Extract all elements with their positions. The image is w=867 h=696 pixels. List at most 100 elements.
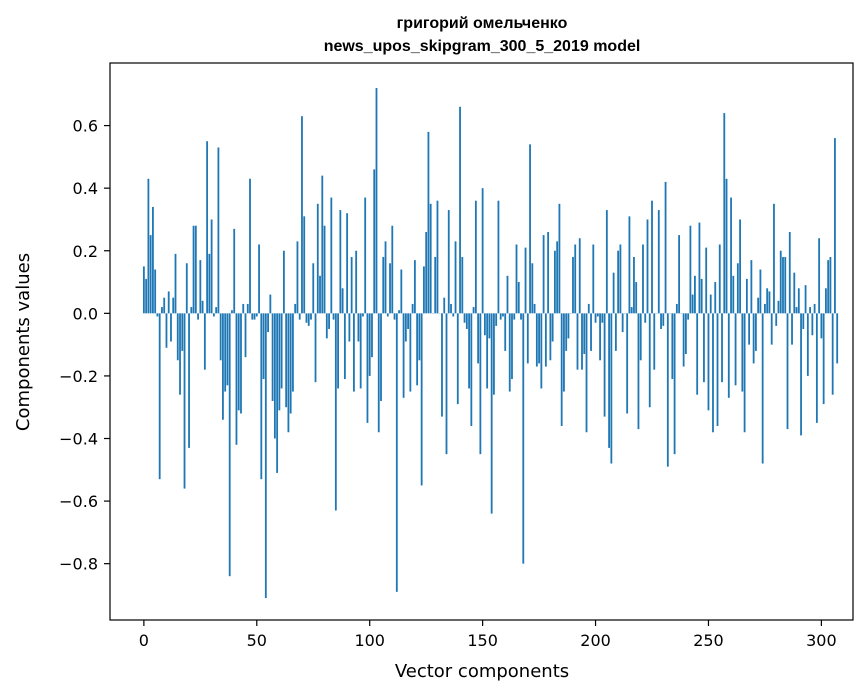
bar-247 bbox=[700, 278, 703, 314]
bar-187 bbox=[565, 313, 568, 351]
bar-168 bbox=[522, 313, 525, 564]
bar-251 bbox=[709, 294, 712, 314]
bar-148 bbox=[477, 313, 480, 364]
bar-283 bbox=[782, 257, 784, 314]
bar-231 bbox=[664, 181, 667, 314]
bar-205 bbox=[605, 210, 608, 314]
bar-41 bbox=[235, 313, 238, 445]
bar-47 bbox=[249, 178, 251, 314]
bar-8 bbox=[161, 307, 163, 314]
bar-269 bbox=[750, 260, 753, 314]
bar-286 bbox=[788, 231, 791, 314]
bar-100 bbox=[368, 313, 371, 376]
bar-252 bbox=[712, 313, 714, 433]
bar-87 bbox=[339, 210, 342, 314]
bar-260 bbox=[730, 197, 732, 314]
bar-66 bbox=[292, 313, 294, 392]
bar-156 bbox=[495, 313, 498, 326]
bar-198 bbox=[590, 313, 592, 351]
x-tick-label-300: 300 bbox=[806, 631, 837, 650]
bar-219 bbox=[637, 313, 640, 430]
bar-106 bbox=[382, 257, 385, 314]
bar-2 bbox=[147, 178, 150, 314]
bar-140 bbox=[459, 106, 461, 314]
bar-284 bbox=[784, 257, 787, 314]
bar-52 bbox=[260, 313, 263, 480]
bar-80 bbox=[323, 225, 326, 314]
bar-159 bbox=[502, 313, 504, 317]
x-axis-label: Vector components bbox=[395, 661, 569, 682]
bar-28 bbox=[206, 141, 209, 314]
bar-67 bbox=[294, 303, 297, 314]
bar-240 bbox=[684, 313, 687, 355]
bar-14 bbox=[174, 253, 177, 314]
bar-239 bbox=[682, 313, 685, 367]
bar-85 bbox=[334, 313, 337, 511]
bar-75 bbox=[312, 263, 315, 314]
bar-101 bbox=[371, 313, 373, 358]
bar-195 bbox=[583, 313, 586, 355]
bar-270 bbox=[752, 313, 755, 364]
bar-64 bbox=[287, 313, 290, 433]
y-tick-label-3: −0.2 bbox=[59, 367, 98, 386]
bar-98 bbox=[364, 197, 367, 314]
bar-165 bbox=[515, 244, 518, 314]
bar-42 bbox=[237, 313, 240, 411]
bar-147 bbox=[474, 200, 477, 314]
bar-210 bbox=[617, 250, 620, 314]
bar-278 bbox=[770, 313, 773, 345]
bar-70 bbox=[301, 116, 303, 314]
bar-108 bbox=[386, 313, 389, 317]
bar-6 bbox=[156, 313, 159, 317]
bar-121 bbox=[416, 313, 419, 386]
bar-21 bbox=[190, 307, 193, 314]
bar-83 bbox=[330, 197, 333, 314]
bar-268 bbox=[748, 313, 751, 345]
bar-157 bbox=[497, 200, 500, 314]
bar-208 bbox=[612, 272, 615, 314]
bar-15 bbox=[176, 313, 179, 361]
bar-78 bbox=[319, 275, 321, 314]
bar-44 bbox=[242, 303, 245, 314]
bar-204 bbox=[603, 313, 606, 417]
bar-221 bbox=[642, 244, 644, 314]
bar-65 bbox=[289, 313, 292, 414]
bar-295 bbox=[809, 307, 811, 314]
y-axis-label: Components values bbox=[13, 253, 34, 431]
bar-112 bbox=[395, 313, 398, 592]
bar-172 bbox=[531, 263, 534, 314]
bar-5 bbox=[154, 269, 157, 314]
bar-30 bbox=[210, 219, 213, 314]
bar-301 bbox=[822, 313, 825, 405]
bar-298 bbox=[815, 313, 818, 423]
bar-116 bbox=[404, 313, 407, 342]
bar-50 bbox=[255, 313, 258, 317]
bar-40 bbox=[233, 228, 236, 314]
bar-125 bbox=[425, 231, 428, 314]
bar-228 bbox=[657, 210, 660, 314]
bar-111 bbox=[393, 313, 396, 320]
bar-123 bbox=[420, 313, 423, 486]
bar-117 bbox=[407, 313, 410, 329]
bar-36 bbox=[224, 313, 227, 392]
bar-191 bbox=[574, 244, 577, 314]
bar-294 bbox=[806, 313, 809, 376]
bar-200 bbox=[594, 313, 597, 323]
bar-236 bbox=[675, 303, 678, 314]
bar-190 bbox=[572, 257, 574, 314]
bar-114 bbox=[400, 269, 403, 314]
bar-136 bbox=[450, 303, 452, 314]
bar-297 bbox=[813, 303, 816, 314]
bar-217 bbox=[633, 257, 635, 314]
bar-88 bbox=[341, 288, 344, 314]
bar-24 bbox=[197, 313, 199, 320]
bar-265 bbox=[741, 313, 744, 392]
bar-119 bbox=[411, 303, 414, 314]
bar-35 bbox=[222, 313, 224, 420]
bars-group bbox=[142, 88, 839, 599]
bar-192 bbox=[576, 313, 579, 370]
bar-166 bbox=[517, 282, 520, 314]
bar-237 bbox=[678, 235, 681, 314]
bar-92 bbox=[350, 257, 353, 314]
bar-12 bbox=[170, 313, 172, 342]
